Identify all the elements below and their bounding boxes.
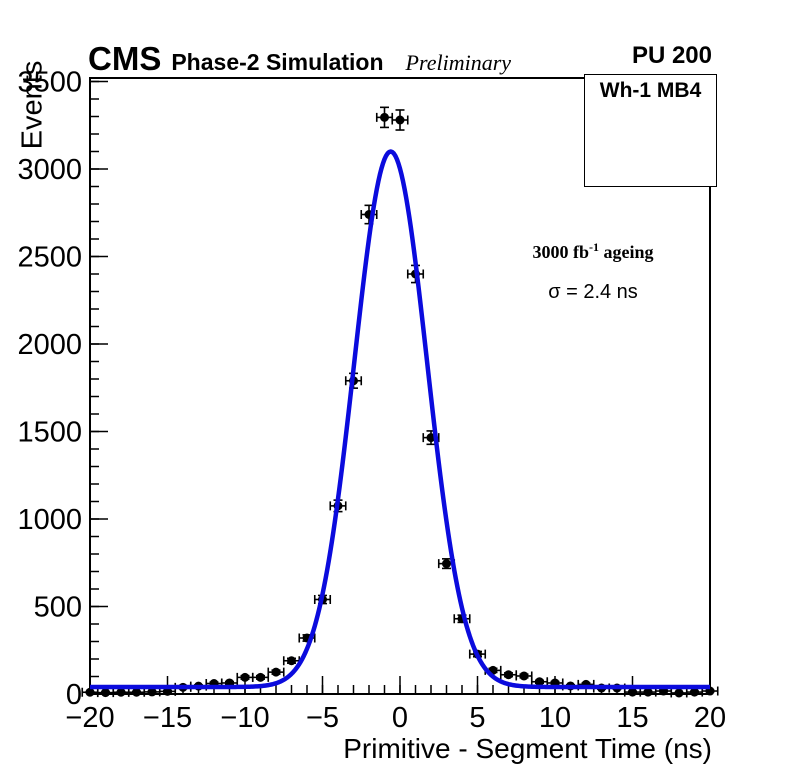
simulation-label: Phase-2 Simulation xyxy=(171,49,384,75)
x-tick-label: −10 xyxy=(220,702,269,734)
luminosity-ageing-annotation: 3000 fb-1 ageing xyxy=(518,240,668,263)
data-point xyxy=(670,688,688,698)
x-tick-label: 0 xyxy=(392,702,408,734)
data-marker xyxy=(132,687,141,697)
data-marker xyxy=(116,687,126,697)
data-marker xyxy=(256,672,265,682)
data-marker xyxy=(271,667,281,677)
data-marker xyxy=(504,670,513,680)
y-tick-label: 2000 xyxy=(17,329,82,361)
data-point xyxy=(391,109,409,131)
y-tick-label: 500 xyxy=(34,592,82,624)
preliminary-label: Preliminary xyxy=(405,50,512,75)
y-axis-title: Events xyxy=(16,60,49,150)
data-marker xyxy=(628,687,637,697)
x-tick-label: −20 xyxy=(65,702,114,734)
data-point xyxy=(499,670,518,680)
wheel-station-label: Wh-1 MB4 xyxy=(599,79,702,102)
x-tick-label: −15 xyxy=(143,702,192,734)
data-point xyxy=(515,671,533,681)
cms-logo-text: CMS xyxy=(88,40,162,77)
data-marker xyxy=(690,687,699,697)
x-tick-label: 10 xyxy=(539,702,571,734)
sigma-annotation: σ = 2.4 ns xyxy=(548,281,638,303)
x-tick-label: 20 xyxy=(694,702,726,734)
data-marker xyxy=(674,688,684,698)
data-marker xyxy=(395,115,405,125)
y-tick-label: 0 xyxy=(66,679,82,711)
data-marker xyxy=(442,559,451,569)
lumi-suffix: ageing xyxy=(599,242,654,262)
header-left: CMS Phase-2 Simulation Preliminary xyxy=(88,40,511,78)
x-tick-label: 5 xyxy=(469,702,485,734)
data-marker xyxy=(287,656,296,666)
y-tick-label: 3000 xyxy=(17,154,82,186)
x-tick-label: −5 xyxy=(306,702,339,734)
data-points-group xyxy=(81,106,719,698)
x-axis-title: Primitive - Segment Time (ns) xyxy=(343,733,712,764)
data-marker xyxy=(519,671,529,681)
data-marker xyxy=(535,677,544,687)
y-tick-label: 3500 xyxy=(17,67,82,99)
data-point xyxy=(267,667,285,677)
data-marker xyxy=(85,687,95,697)
data-point xyxy=(375,106,394,129)
y-tick-label: 1000 xyxy=(17,504,82,536)
data-marker xyxy=(147,687,157,697)
data-marker xyxy=(240,672,250,682)
stats-pave-box: Wh-1 MB4 xyxy=(584,74,717,187)
data-point xyxy=(639,687,657,697)
data-point xyxy=(236,672,254,682)
data-marker xyxy=(380,112,389,122)
data-point xyxy=(96,688,115,698)
data-marker xyxy=(643,687,653,697)
data-marker xyxy=(101,688,110,698)
x-tick-label: 15 xyxy=(616,702,648,734)
y-tick-label: 2500 xyxy=(17,242,82,274)
lumi-prefix: 3000 fb xyxy=(532,242,589,262)
data-point xyxy=(251,672,270,682)
gaussian-fit-curve xyxy=(89,149,711,690)
pileup-label: PU 200 xyxy=(631,42,712,69)
y-tick-label: 1500 xyxy=(17,417,82,449)
lumi-exponent: -1 xyxy=(589,240,599,254)
